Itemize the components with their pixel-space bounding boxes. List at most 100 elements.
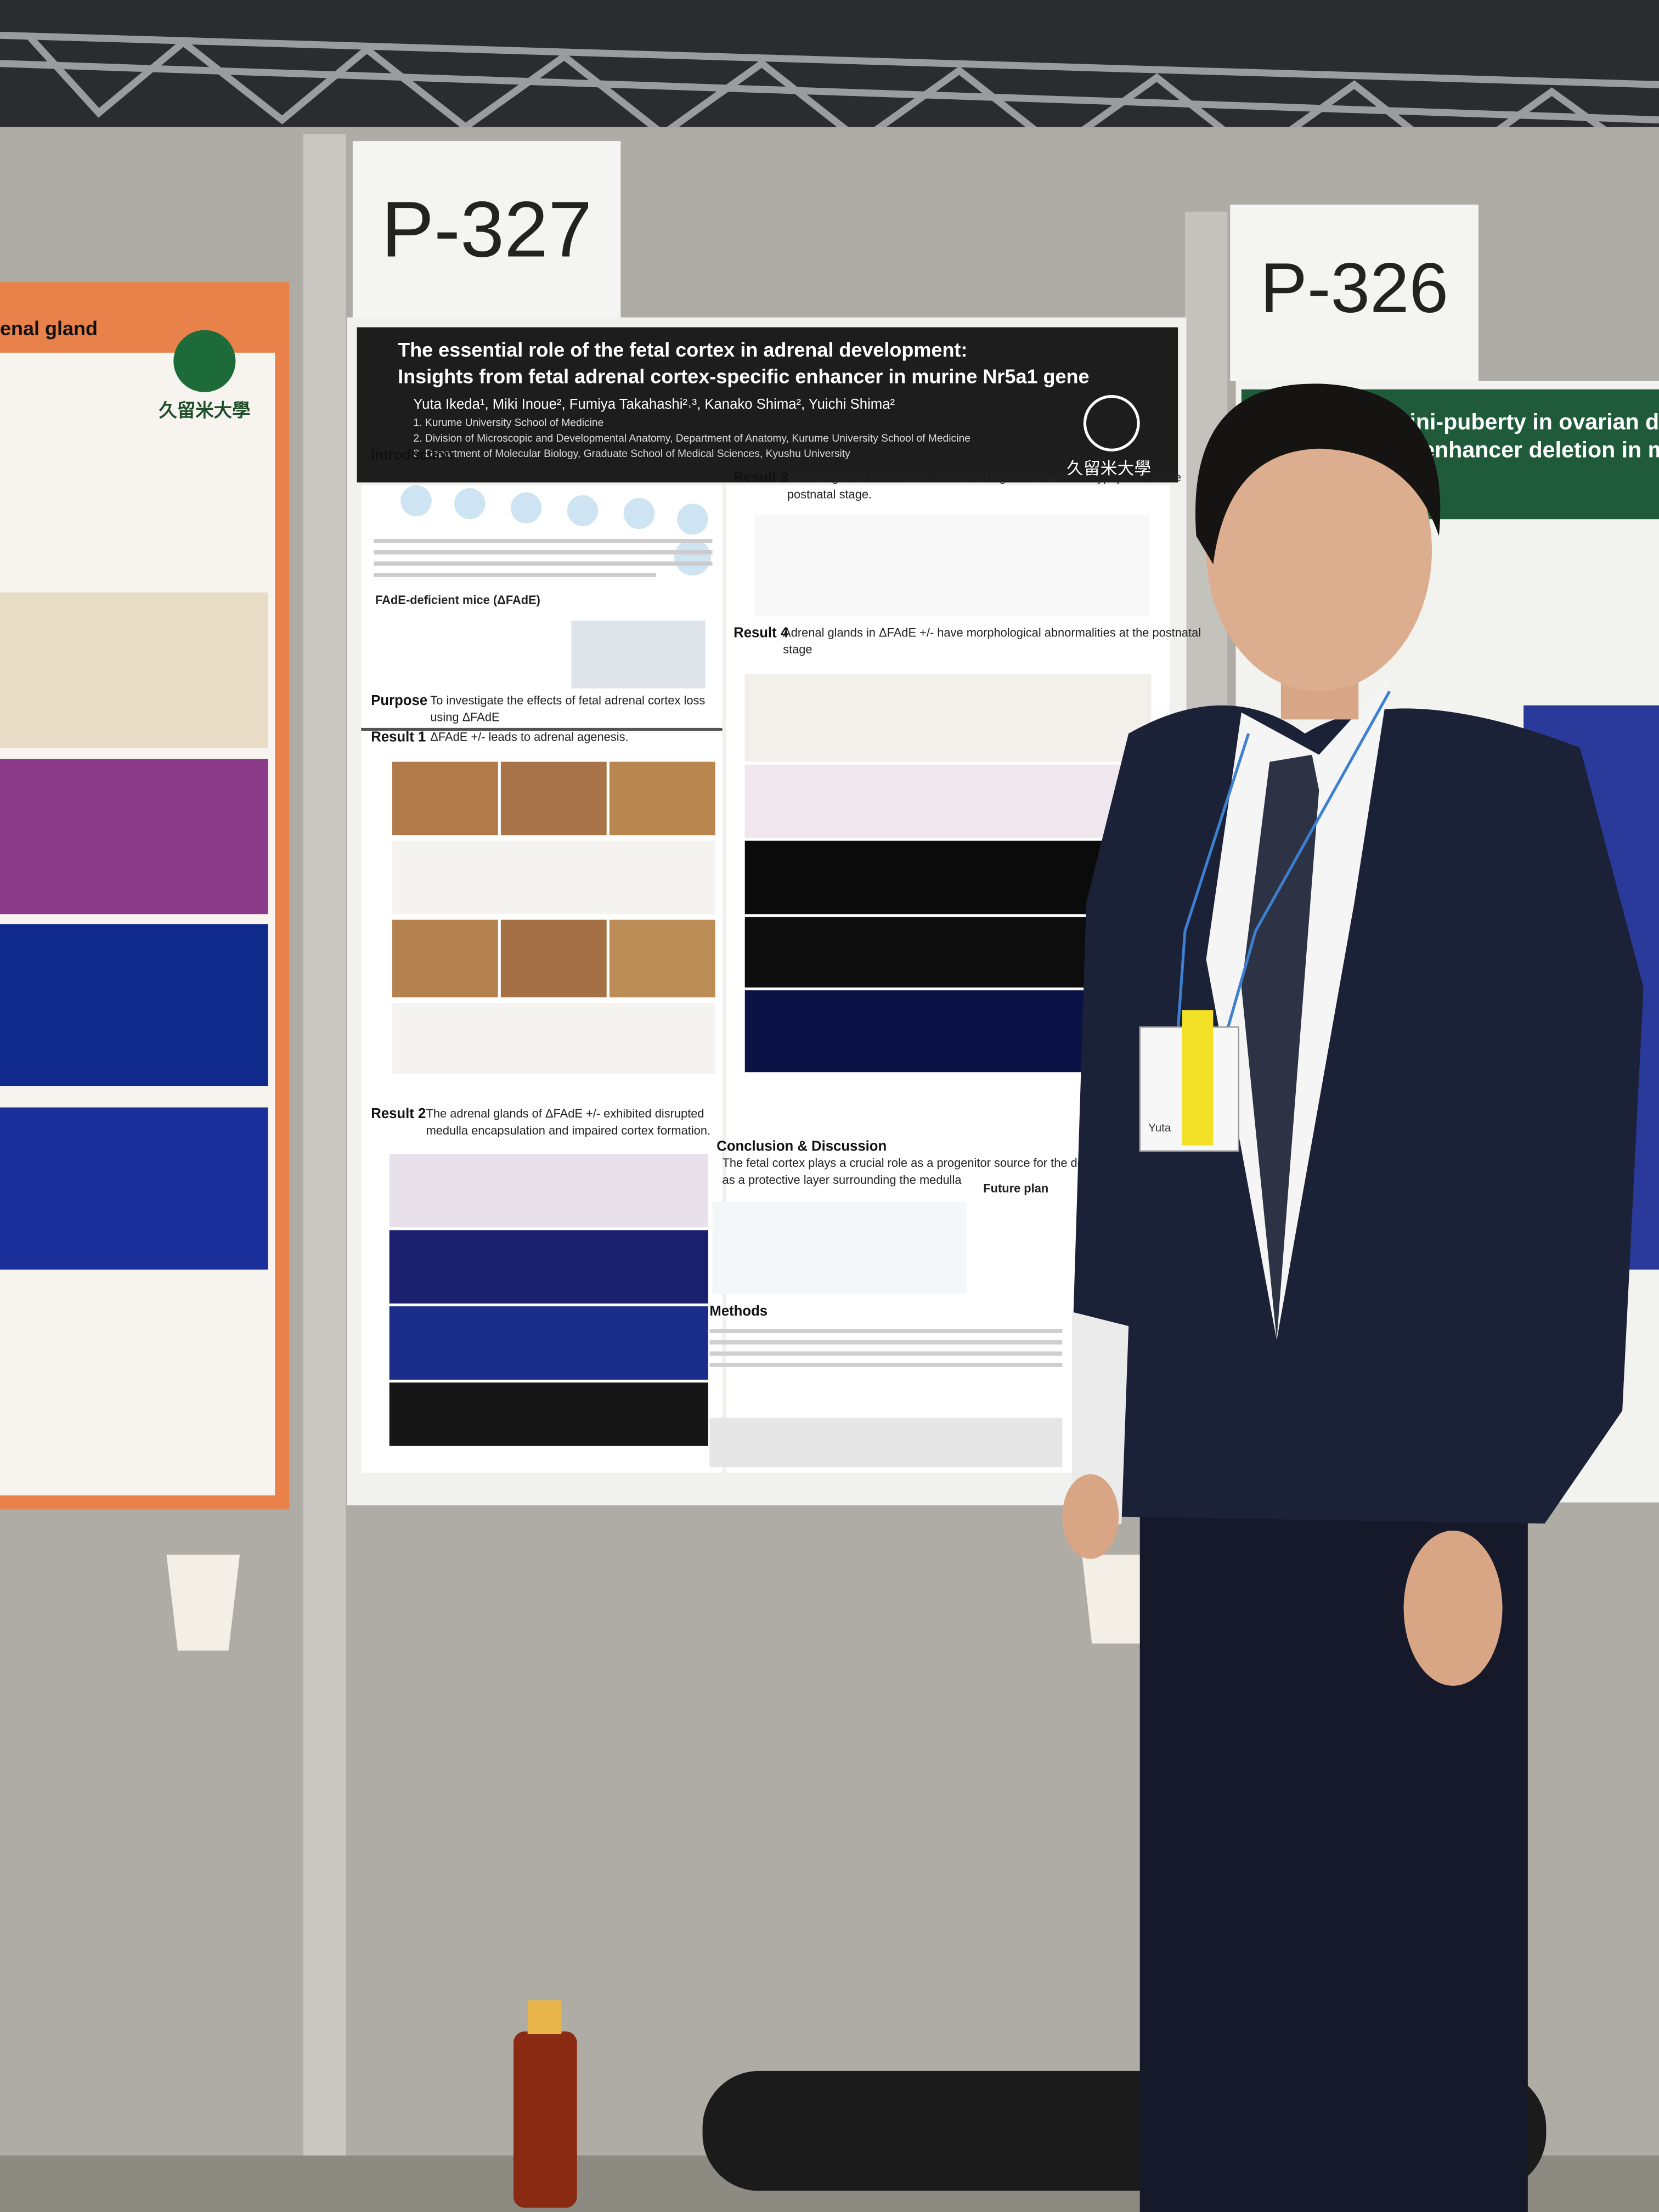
shape xyxy=(1241,754,1319,1340)
section-text: using ΔFAdE xyxy=(430,710,499,724)
image-grid xyxy=(392,761,715,1074)
affiliation: 3. Department of Molecular Biology, Grad… xyxy=(413,448,850,460)
shape xyxy=(389,1230,708,1304)
shape xyxy=(1226,690,1391,1030)
shape xyxy=(527,2000,562,2034)
shape xyxy=(1195,383,1441,565)
section-heading: Result 2 xyxy=(371,1106,426,1121)
section-text: Adrenal glands in ΔFAdE +/- revealed sig… xyxy=(787,470,1181,484)
university: 久留米大學 xyxy=(159,401,250,421)
shape xyxy=(389,1383,708,1446)
shape xyxy=(674,539,711,576)
shape xyxy=(374,573,656,577)
section-heading: FAdE-deficient mice (ΔFAdE) xyxy=(375,593,540,607)
shape xyxy=(1062,1474,1119,1559)
shape xyxy=(709,1340,1063,1345)
shape xyxy=(392,761,498,836)
poster-title: Insights from fetal adrenal cortex-speci… xyxy=(398,365,1089,388)
shape xyxy=(609,761,715,836)
group xyxy=(400,485,711,576)
number-card xyxy=(1230,204,1479,381)
authors: Yuta Ikeda¹, Miki Inoue², Fumiya Takahas… xyxy=(413,397,895,412)
section-text: To investigate the effects of fetal adre… xyxy=(430,693,705,707)
section-heading: Introduction xyxy=(371,447,453,462)
shape xyxy=(1176,733,1250,1030)
shape xyxy=(709,1329,1063,1333)
shape xyxy=(400,485,432,517)
shape xyxy=(571,620,706,689)
shape xyxy=(500,761,607,836)
section-text: as a protective layer surrounding the me… xyxy=(723,1173,962,1187)
shape xyxy=(744,674,1152,762)
section-text: postnatal stage. xyxy=(787,487,872,501)
board-number: P-326 xyxy=(1260,249,1448,328)
logo xyxy=(173,330,236,392)
left-poster-title: enal gland xyxy=(0,317,98,340)
shape xyxy=(0,1107,268,1270)
shape xyxy=(389,1306,708,1380)
poster-title: fic enhancer deletion in mu xyxy=(1390,437,1659,462)
section-heading: Future plan xyxy=(983,1181,1048,1195)
poster-title: mini-puberty in ovarian devel xyxy=(1390,409,1659,434)
shape xyxy=(0,31,1659,88)
shape xyxy=(677,504,708,535)
poster-header xyxy=(357,327,1178,483)
shape xyxy=(709,1351,1063,1356)
section-heading: Result 4 xyxy=(733,625,789,640)
section-heading: Purpose xyxy=(371,693,427,708)
shape xyxy=(712,1201,967,1294)
shape xyxy=(744,764,1152,838)
section-text: ΔFAdE +/- leads to adrenal agenesis. xyxy=(430,730,628,744)
shape xyxy=(0,924,268,1086)
section-text: The fetal cortex plays a crucial role as… xyxy=(723,1156,1138,1170)
shape xyxy=(374,539,713,543)
shape xyxy=(744,840,1152,915)
shape xyxy=(454,488,486,520)
image-grid xyxy=(389,1154,708,1446)
shape xyxy=(0,592,268,748)
cup xyxy=(1082,1554,1153,1644)
shape xyxy=(374,561,713,566)
section-heading: Result 3 xyxy=(733,470,788,486)
shape xyxy=(25,32,1659,172)
affiliation: 1. Kurume University School of Medicine xyxy=(413,417,603,429)
shape xyxy=(374,550,713,555)
shape xyxy=(744,917,1152,988)
shape xyxy=(392,919,498,997)
board-number: P-327 xyxy=(381,185,592,273)
group xyxy=(709,1329,1063,1468)
shape xyxy=(1403,1531,1503,1686)
shape xyxy=(0,759,268,915)
section-text: Adrenal glands in ΔFAdE +/- have morphol… xyxy=(783,625,1201,639)
section-heading: Result 1 xyxy=(371,730,426,745)
shape xyxy=(623,498,655,529)
section-heading: Methods xyxy=(709,1304,768,1319)
badge-name: Yuta xyxy=(1148,1122,1171,1135)
group xyxy=(374,539,713,577)
shape xyxy=(389,1154,708,1228)
cup xyxy=(166,1554,240,1651)
shape xyxy=(500,919,607,997)
shape xyxy=(609,919,715,997)
shape xyxy=(754,515,1150,617)
shape xyxy=(361,727,723,731)
truss xyxy=(0,31,1659,172)
shape xyxy=(709,1418,1063,1468)
university: 久留米大學 xyxy=(1066,459,1151,478)
bottle xyxy=(514,2031,577,2208)
affiliation: 2. Division of Microscopic and Developme… xyxy=(413,433,970,444)
section-heading: Conclusion & Discussion xyxy=(716,1138,887,1154)
shape xyxy=(1206,409,1432,691)
shape xyxy=(709,1363,1063,1367)
shape xyxy=(567,495,599,527)
poster-title: The essential role of the fetal cortex i… xyxy=(398,338,967,361)
number-card xyxy=(352,141,621,325)
section-text: medulla encapsulation and impaired corte… xyxy=(426,1124,710,1137)
section-text: The adrenal glands of ΔFAdE +/- exhibite… xyxy=(426,1107,704,1120)
pillar xyxy=(303,134,346,2212)
shape xyxy=(392,1003,715,1074)
shape xyxy=(392,840,715,915)
logo xyxy=(1083,395,1140,452)
section-text: stage xyxy=(783,642,812,656)
